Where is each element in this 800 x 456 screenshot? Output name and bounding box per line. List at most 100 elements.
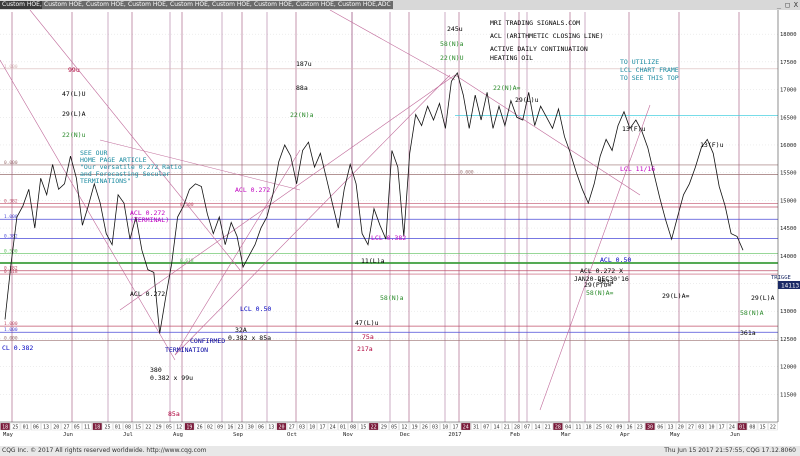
chart-annotation: 29(L)A [751, 294, 775, 302]
x-day-cell [92, 422, 103, 431]
level-label: 0.000 [460, 169, 474, 175]
x-day-label: 16 [227, 425, 233, 431]
x-day-cell [41, 422, 51, 431]
x-day-cell [481, 422, 492, 431]
status-bar: CQG Inc. © 2017 All rights reserved worl… [0, 446, 800, 456]
x-day-cell [297, 422, 307, 431]
chart-annotation: 58(N)A [740, 309, 764, 317]
x-day-cell [450, 422, 461, 431]
note-line: HOME PAGE ARTICLE [80, 156, 147, 164]
level-label: 0.382 [4, 199, 18, 205]
x-day-cell [31, 422, 41, 431]
level-label: 0.618 [180, 258, 194, 264]
price-chart[interactable]: 1.000 0.000 0.000 0.382 0.500 1.000 0.382 0.500… [0, 10, 800, 446]
chart-annotation: 58(N)A= [586, 289, 613, 297]
chart-annotation: TERMINATION [165, 346, 208, 354]
x-day-label: 08 [125, 425, 131, 431]
chart-annotation: CL 0.382 [2, 344, 33, 352]
tab-bar: Custom HOE,ADC Custom HOE,ADC Custom HOE,A… [0, 0, 800, 10]
x-month-label: Jun [730, 432, 740, 438]
x-day-label: 12 [401, 425, 407, 431]
trend-line [329, 10, 456, 81]
chart-tab[interactable]: Custom HOE,ADC [210, 1, 267, 9]
x-day-label: 15 [135, 425, 141, 431]
x-month-label: Mar [561, 432, 572, 438]
chart-tab[interactable]: Custom HOE,ADC [336, 1, 393, 9]
x-day-label: 29 [156, 425, 162, 431]
chart-tab[interactable]: Custom HOE,ADC [126, 1, 183, 9]
x-day-label: 11 [575, 425, 581, 431]
x-day-label: 01 [340, 425, 346, 431]
chart-annotation: ACL 0.272 [130, 290, 165, 298]
chart-annotation: 380 [150, 366, 162, 374]
x-day-label: 18 [2, 425, 8, 431]
chart-annotation: ACL 0.272 [235, 186, 270, 194]
level-label: 1.000 [4, 214, 18, 220]
x-day-label: 27 [289, 425, 295, 431]
note-line: TERMINATIONS" [80, 177, 131, 185]
x-month-label: Aug [173, 432, 183, 438]
y-tick-label: 18000 [780, 32, 797, 38]
trend-line [454, 74, 641, 196]
x-day-label: 24 [330, 425, 336, 431]
chart-annotation: 22(N)a [290, 111, 314, 119]
x-day-label: 08 [350, 425, 356, 431]
chart-annotation: 47(L)U [62, 90, 86, 98]
x-day-label: 24 [729, 425, 735, 431]
chart-tab[interactable]: Custom HOE,ADC [84, 1, 141, 9]
x-day-label: 23 [238, 425, 244, 431]
header-line-1: MRI TRADING SIGNALS.COM [490, 19, 580, 27]
x-day-cell [0, 422, 10, 431]
x-day-cell [235, 422, 246, 431]
x-day-label: 15 [760, 425, 766, 431]
current-price-label: 14113 [781, 283, 799, 290]
note-line: SEE OUR [80, 149, 107, 157]
x-day-label: 23 [637, 425, 643, 431]
level-label: 0.500 [4, 249, 18, 255]
x-day-label: 25 [12, 425, 18, 431]
chart-annotation: 47(L)u [355, 319, 379, 327]
x-day-cell [102, 422, 113, 431]
window-controls[interactable]: _ □ X [776, 1, 798, 9]
x-day-label: 17 [719, 425, 725, 431]
trend-line [29, 10, 241, 271]
y-tick-label: 11500 [780, 392, 797, 398]
x-day-label: 16 [627, 425, 633, 431]
trend-line [119, 74, 456, 311]
chart-annotation: 187u [296, 60, 312, 68]
chart-tab[interactable]: Custom HOE,ADC [294, 1, 351, 9]
chart-tab[interactable]: Custom HOE,ADC [42, 1, 99, 9]
x-day-cell [389, 422, 399, 431]
chart-annotation: 11(L)a [361, 257, 385, 265]
x-day-label: 13 [268, 425, 274, 431]
x-day-label: 18 [586, 425, 592, 431]
note-line: LCL CHART FRAME [620, 66, 679, 74]
x-day-cell [686, 422, 696, 431]
level-label: 1.000 [4, 64, 18, 70]
chart-tab[interactable]: Custom HOE,ADC [252, 1, 309, 9]
chart-annotation: LCL 0.50 [240, 305, 271, 313]
x-day-label: 06 [33, 425, 39, 431]
chart-annotation: 29(L)A [62, 110, 86, 118]
timestamp-text: Thu Jun 15 2017 21:57:55, CQG 17.12.8060 [664, 447, 796, 454]
x-day-cell [727, 422, 737, 431]
header-line-4: HEATING OIL [490, 54, 533, 62]
x-month-label: Oct [287, 432, 297, 438]
x-day-label: 09 [217, 425, 223, 431]
x-day-label: 31 [473, 425, 479, 431]
x-day-cell [604, 422, 614, 431]
x-day-cell [184, 422, 195, 431]
chart-tab[interactable]: Custom HOE,ADC [168, 1, 225, 9]
x-day-cell [72, 422, 82, 431]
chart-annotation: 13(F)u [700, 141, 724, 149]
x-day-label: 13 [43, 425, 49, 431]
y-tick-label: 12500 [780, 337, 797, 343]
chart-tab[interactable]: Custom HOE,ADC [0, 1, 57, 9]
x-day-label: 14 [534, 425, 540, 431]
level-label: 1.000 [4, 327, 18, 333]
chart-annotation: 217a [357, 345, 373, 353]
chart-annotation: 303a [598, 278, 614, 286]
x-day-label: 10 [708, 425, 714, 431]
x-day-label: 14 [493, 425, 499, 431]
y-tick-label: 16000 [780, 143, 797, 149]
